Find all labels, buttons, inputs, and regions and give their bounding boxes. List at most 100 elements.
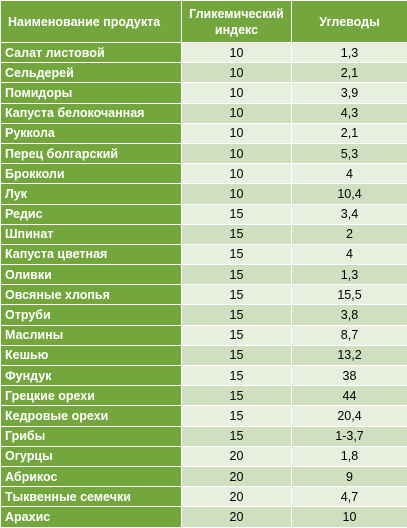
product-name-cell: Сельдерей	[1, 63, 182, 83]
product-name-cell: Маслины	[1, 325, 182, 345]
product-name-cell: Тыквенные семечки	[1, 487, 182, 507]
product-name-cell: Брокколи	[1, 164, 182, 184]
column-header-carbohydrates: Углеводы	[292, 1, 407, 43]
product-name-cell: Редис	[1, 204, 182, 224]
product-name-cell: Фундук	[1, 366, 182, 386]
glycemic-index-cell: 10	[182, 103, 292, 123]
glycemic-index-cell: 10	[182, 63, 292, 83]
glycemic-index-cell: 15	[182, 406, 292, 426]
carbohydrates-cell: 4,3	[292, 103, 407, 123]
product-name-cell: Капуста белокочанная	[1, 103, 182, 123]
product-name-cell: Шпинат	[1, 224, 182, 244]
carbohydrates-cell: 10	[292, 507, 407, 527]
glycemic-index-cell: 10	[182, 43, 292, 63]
glycemic-index-cell: 20	[182, 446, 292, 466]
carbohydrates-cell: 1-3,7	[292, 426, 407, 446]
product-name-cell: Абрикос	[1, 466, 182, 486]
carbohydrates-cell: 1,8	[292, 446, 407, 466]
glycemic-index-cell: 10	[182, 123, 292, 143]
carbohydrates-cell: 8,7	[292, 325, 407, 345]
carbohydrates-cell: 2,1	[292, 123, 407, 143]
column-header-product-name: Наименование продукта	[1, 1, 182, 43]
carbohydrates-cell: 4	[292, 164, 407, 184]
product-name-cell: Грибы	[1, 426, 182, 446]
glycemic-index-cell: 20	[182, 487, 292, 507]
glycemic-index-cell: 15	[182, 285, 292, 305]
product-name-cell: Овсяные хлопья	[1, 285, 182, 305]
glycemic-index-cell: 20	[182, 466, 292, 486]
glycemic-index-cell: 15	[182, 325, 292, 345]
carbohydrates-cell: 4	[292, 244, 407, 264]
product-name-cell: Отруби	[1, 305, 182, 325]
glycemic-index-cell: 15	[182, 204, 292, 224]
carbohydrates-cell: 20,4	[292, 406, 407, 426]
carbohydrates-cell: 15,5	[292, 285, 407, 305]
glycemic-index-cell: 15	[182, 305, 292, 325]
table-header-row: Наименование продукта Гликемический инде…	[1, 1, 407, 43]
glycemic-index-cell: 15	[182, 366, 292, 386]
glycemic-index-cell: 15	[182, 345, 292, 365]
carbohydrates-cell: 3,8	[292, 305, 407, 325]
glycemic-index-cell: 15	[182, 244, 292, 264]
carbohydrates-cell: 9	[292, 466, 407, 486]
glycemic-index-cell: 15	[182, 386, 292, 406]
product-name-cell: Арахис	[1, 507, 182, 527]
product-name-cell: Помидоры	[1, 83, 182, 103]
product-name-cell: Грецкие орехи	[1, 386, 182, 406]
glycemic-index-cell: 15	[182, 224, 292, 244]
product-name-cell: Кешью	[1, 345, 182, 365]
glycemic-index-cell: 10	[182, 143, 292, 163]
column-header-glycemic-index: Гликемический индекс	[182, 1, 292, 43]
product-name-cell: Капуста цветная	[1, 244, 182, 264]
carbohydrates-cell: 1,3	[292, 265, 407, 285]
product-name-cell: Руккола	[1, 123, 182, 143]
carbohydrates-cell: 10,4	[292, 184, 407, 204]
glycemic-index-cell: 10	[182, 83, 292, 103]
product-name-cell: Перец болгарский	[1, 143, 182, 163]
carbohydrates-cell: 3,4	[292, 204, 407, 224]
carbohydrates-cell: 2,1	[292, 63, 407, 83]
carbohydrates-cell: 44	[292, 386, 407, 406]
glycemic-index-cell: 20	[182, 507, 292, 527]
product-name-cell: Кедровые орехи	[1, 406, 182, 426]
product-name-cell: Салат листовой	[1, 43, 182, 63]
glycemic-index-cell: 10	[182, 184, 292, 204]
carbohydrates-cell: 5,3	[292, 143, 407, 163]
product-name-cell: Огурцы	[1, 446, 182, 466]
product-name-cell: Оливки	[1, 265, 182, 285]
glycemic-index-cell: 10	[182, 164, 292, 184]
product-name-cell: Лук	[1, 184, 182, 204]
carbohydrates-cell: 4,7	[292, 487, 407, 507]
carbohydrates-cell: 1,3	[292, 43, 407, 63]
carbohydrates-cell: 38	[292, 366, 407, 386]
glycemic-index-cell: 15	[182, 265, 292, 285]
glycemic-index-cell: 15	[182, 426, 292, 446]
carbohydrates-cell: 2	[292, 224, 407, 244]
carbohydrates-cell: 13,2	[292, 345, 407, 365]
carbohydrates-cell: 3,9	[292, 83, 407, 103]
